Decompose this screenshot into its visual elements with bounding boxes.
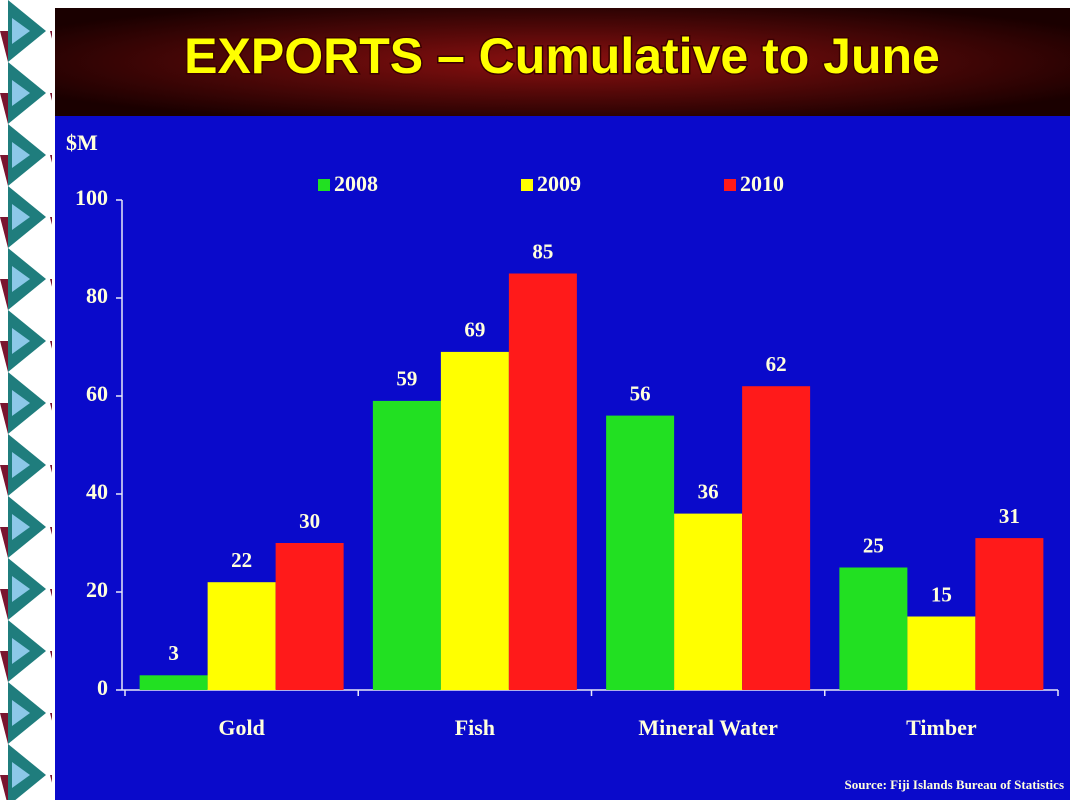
y-tick-label: 80: [86, 283, 108, 308]
data-label: 56: [630, 381, 651, 405]
data-label: 30: [299, 509, 320, 533]
y-tick-label: 40: [86, 479, 108, 504]
legend-swatch: [318, 179, 330, 191]
x-tick-label: Mineral Water: [638, 715, 778, 740]
y-tick-label: 60: [86, 381, 108, 406]
data-label: 36: [698, 479, 719, 503]
chart-title: EXPORTS – Cumulative to June: [184, 28, 940, 84]
bar: [372, 400, 441, 690]
title-banner: [55, 8, 1070, 116]
y-tick-label: 100: [75, 185, 108, 210]
bar: [907, 616, 976, 690]
legend-swatch: [724, 179, 736, 191]
y-tick-label: 0: [97, 675, 108, 700]
decorative-strip: [0, 0, 52, 800]
legend-label: 2010: [740, 171, 784, 196]
bar: [606, 415, 675, 690]
bar: [975, 538, 1044, 690]
y-axis-label: $M: [66, 130, 98, 155]
bar: [275, 543, 344, 690]
legend-label: 2009: [537, 171, 581, 196]
data-label: 15: [931, 582, 952, 606]
x-tick-label: Gold: [218, 715, 264, 740]
bar: [440, 351, 509, 690]
bar: [742, 386, 811, 690]
bar: [508, 273, 577, 690]
data-label: 31: [999, 504, 1020, 528]
data-label: 69: [464, 318, 485, 342]
bar: [839, 567, 908, 690]
data-label: 22: [231, 548, 252, 572]
data-label: 85: [532, 239, 553, 263]
bar: [207, 582, 276, 690]
legend-label: 2008: [334, 171, 378, 196]
x-tick-label: Timber: [906, 715, 977, 740]
data-label: 25: [863, 533, 884, 557]
legend-swatch: [521, 179, 533, 191]
bar: [139, 675, 208, 690]
data-label: 59: [396, 367, 417, 391]
data-label: 62: [766, 352, 787, 376]
data-label: 3: [168, 641, 179, 665]
y-tick-label: 20: [86, 577, 108, 602]
x-tick-label: Fish: [455, 715, 495, 740]
source-note: Source: Fiji Islands Bureau of Statistic…: [845, 777, 1064, 792]
bar: [674, 513, 743, 690]
